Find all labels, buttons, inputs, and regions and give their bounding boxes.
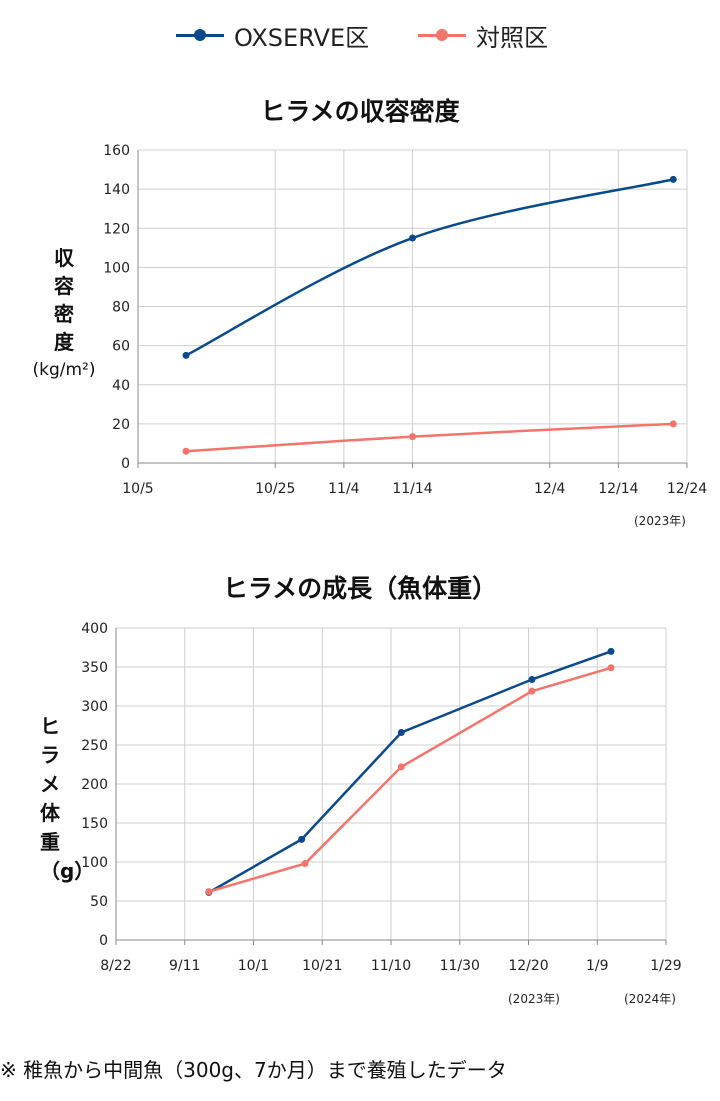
year-note-growth-2024: (2024年) — [624, 992, 676, 1006]
y-tick-label: 0 — [121, 456, 130, 472]
data-point-control — [409, 433, 416, 441]
y-tick-label: 200 — [81, 777, 108, 793]
y-tick-label: 150 — [81, 816, 108, 832]
x-tick-label: 11/10 — [371, 958, 411, 974]
year-note-growth-2023: (2023年) — [508, 992, 560, 1006]
x-tick-label: 10/5 — [122, 481, 153, 497]
y-tick-label: 0 — [99, 933, 108, 949]
x-tick-label: 8/22 — [100, 958, 131, 974]
y-tick-label: 60 — [112, 339, 130, 355]
legend-marker-oxserve — [194, 29, 206, 41]
y-tick-label: 80 — [112, 300, 130, 316]
y-axis-unit-density: (kg/m²) — [32, 360, 96, 380]
y-tick-label: 120 — [103, 221, 130, 237]
y-tick-label: 20 — [112, 417, 130, 433]
y-tick-label: 300 — [81, 699, 108, 715]
data-point-control — [301, 860, 309, 868]
x-tick-label: 12/4 — [534, 481, 566, 497]
y-tick-label: 160 — [103, 143, 130, 159]
legend-line-oxserve — [176, 29, 224, 41]
data-point-control — [528, 687, 536, 695]
y-axis-label-density: 収容密度 (kg/m²) — [24, 244, 104, 384]
x-tick-label: 10/1 — [238, 958, 269, 974]
x-tick-label: 11/14 — [392, 481, 432, 497]
data-point-control — [607, 664, 615, 672]
x-tick-label: 9/11 — [169, 958, 200, 974]
x-tick-label: 11/30 — [440, 958, 480, 974]
x-tick-label: 10/21 — [302, 958, 342, 974]
series-line-control — [185, 422, 674, 453]
legend-line-control — [418, 29, 466, 41]
data-point-oxserve — [528, 675, 536, 683]
y-tick-label: 40 — [112, 378, 130, 394]
y-tick-label: 50 — [90, 894, 108, 910]
data-point-control — [205, 888, 213, 896]
legend: OXSERVE区 対照区 — [0, 18, 720, 52]
x-tick-label: 10/25 — [255, 481, 295, 497]
data-point-oxserve — [607, 647, 615, 655]
x-tick-label: 12/14 — [598, 481, 638, 497]
y-tick-label: 400 — [81, 621, 108, 637]
x-tick-label: 12/20 — [508, 958, 548, 974]
data-point-control — [669, 420, 677, 428]
legend-marker-control — [436, 29, 448, 41]
y-tick-label: 250 — [81, 738, 108, 754]
chart-title-growth: ヒラメの成長（魚体重） — [222, 574, 498, 603]
chart-title-density: ヒラメの収容密度 — [260, 97, 460, 126]
chart-growth: 0 50 100 150 200 250 300 350 400 8/22 9/11 10/1 10/2… — [81, 621, 681, 974]
y-tick-label: 100 — [103, 260, 130, 276]
series-line-oxserve — [208, 650, 612, 894]
legend-item-oxserve: OXSERVE区 — [176, 18, 369, 52]
y-tick-label: 140 — [103, 182, 130, 198]
legend-label-oxserve: OXSERVE区 — [234, 23, 370, 52]
data-point-control — [182, 447, 190, 455]
year-note-density: (2023年) — [634, 514, 686, 528]
legend-item-control: 対照区 — [418, 18, 548, 52]
x-tick-label: 12/24 — [667, 481, 707, 497]
data-point-oxserve — [298, 835, 306, 843]
x-tick-label: 11/4 — [328, 481, 360, 497]
chart-density: 0 20 40 60 80 100 120 140 160 10/5 10/25 11/4 11/14 1… — [103, 143, 707, 497]
legend-label-control: 対照区 — [476, 23, 548, 52]
y-tick-label: 350 — [81, 660, 108, 676]
data-point-oxserve — [669, 175, 677, 183]
footnote: ※ 稚魚から中間魚（300g、7か月）まで養殖したデータ — [0, 1058, 507, 1082]
x-tick-label: 1/9 — [586, 958, 609, 974]
data-point-oxserve — [409, 234, 416, 242]
y-axis-label-density-text: 収容密度 — [54, 246, 74, 354]
data-point-oxserve — [397, 729, 405, 737]
data-point-control — [397, 763, 405, 771]
y-tick-label: 100 — [81, 855, 108, 871]
x-tick-label: 1/29 — [650, 958, 681, 974]
data-point-oxserve — [182, 351, 190, 359]
